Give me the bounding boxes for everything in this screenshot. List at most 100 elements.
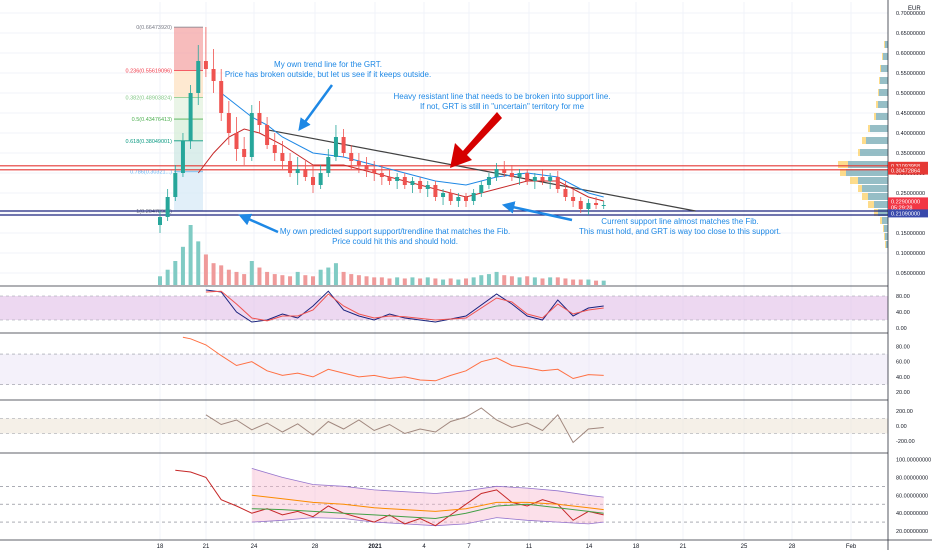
volume-bar	[555, 277, 560, 285]
price-tag-bg	[888, 197, 928, 206]
panel-band	[0, 354, 888, 385]
time-tick-label: Feb	[846, 544, 857, 550]
time-tick-label: 7	[467, 544, 471, 550]
candle-body	[158, 217, 162, 225]
volume-bar	[532, 277, 537, 285]
volume-profile-bar-down	[884, 225, 888, 232]
panel-tick-label: 80.00	[896, 294, 910, 300]
trend-line	[266, 129, 696, 212]
time-tick-label: 2021	[368, 544, 382, 550]
volume-bar	[203, 254, 208, 285]
volume-bar	[295, 271, 300, 285]
volume-bar	[333, 263, 338, 285]
annotation-current-support: Current support line almost matches the …	[578, 217, 782, 236]
candle-body	[165, 197, 170, 217]
candle-body	[295, 169, 300, 173]
volume-bar	[173, 261, 178, 285]
volume-profile-bar-down	[862, 185, 888, 192]
volume-profile-bar-down	[881, 65, 888, 72]
fib-zone	[174, 119, 203, 141]
volume-profile-bar-down	[885, 233, 888, 240]
candle-body	[180, 141, 185, 173]
volume-profile-bar-down	[879, 89, 888, 96]
candle-body	[441, 193, 446, 197]
volume-profile-bar-down	[880, 77, 888, 84]
volume-bar	[448, 278, 453, 285]
candle-body	[265, 125, 270, 145]
volume-bar	[249, 261, 254, 285]
volume-bar	[578, 279, 583, 285]
price-tick-label: 0.40000000	[896, 131, 925, 137]
volume-bar	[486, 274, 491, 285]
volume-profile-bar-down	[870, 125, 888, 132]
price-tick-label: 0.45000000	[896, 111, 925, 117]
arrow-blue-current	[501, 201, 573, 222]
candle-body	[509, 173, 514, 177]
candle-body	[333, 137, 338, 157]
volume-bar	[540, 278, 545, 285]
candle-body	[410, 181, 415, 185]
currency-label: EUR	[908, 6, 921, 12]
candle-body	[318, 173, 323, 185]
candle-body	[517, 173, 522, 177]
panel-tick-label: -200.00	[896, 439, 915, 445]
annotation-trend: My own trend line for the GRT. Price has…	[224, 60, 432, 79]
volume-bar	[303, 275, 308, 285]
candle-body	[234, 133, 239, 149]
time-tick-label: 24	[251, 544, 258, 550]
volume-profile-bar-down	[858, 177, 888, 184]
time-tick-label: 28	[312, 544, 319, 550]
volume-bar	[441, 279, 446, 285]
volume-bar	[464, 278, 468, 285]
panel-band	[0, 296, 888, 320]
panel-tick-label: 40.00	[896, 310, 910, 316]
time-tick-label: 14	[586, 544, 593, 550]
panel-stoch-line	[205, 290, 604, 322]
volume-bar	[387, 278, 392, 285]
candle-body	[502, 169, 507, 173]
volume-bar	[219, 265, 224, 285]
volume-bar	[509, 276, 514, 285]
panel-bands-line	[251, 503, 604, 520]
price-tick-label: 0.10000000	[896, 251, 925, 257]
volume-bar	[525, 276, 530, 285]
fib-level-label: 0.618(0.38049001)	[126, 139, 173, 145]
price-tick-label: 0.70000000	[896, 11, 925, 17]
panel-tick-label: 20.00000000	[896, 529, 928, 535]
candle-body	[288, 161, 293, 173]
volume-profile-bar-down	[876, 113, 888, 120]
candle-body	[387, 177, 392, 181]
volume-bar	[379, 277, 384, 285]
panel-tick-label: 40.00	[896, 375, 910, 381]
price-tag-bg	[888, 161, 928, 170]
candle-body	[486, 177, 491, 185]
time-tick-label: 11	[526, 544, 533, 550]
time-tick-label: 18	[633, 544, 640, 550]
panel-bands-line	[175, 469, 604, 527]
volume-bar	[402, 278, 407, 285]
candle-body	[372, 169, 377, 173]
candle-body	[211, 69, 216, 81]
time-tick-label: 28	[789, 544, 796, 550]
fib-zone	[174, 171, 203, 212]
candle-body	[280, 153, 285, 161]
volume-bar	[349, 274, 354, 285]
candle-body	[571, 197, 576, 201]
price-tag-label: 05:29:28	[891, 205, 912, 211]
volume-bar	[433, 278, 438, 285]
volume-bar	[188, 225, 193, 285]
time-tick-label: 25	[741, 544, 748, 550]
candle-body	[257, 113, 262, 125]
volume-bar	[226, 269, 231, 285]
price-tag-bg	[888, 203, 928, 212]
fib-level-label: 0.786(0.30321...)	[130, 170, 172, 176]
price-tag-bg	[888, 166, 928, 175]
volume-bar	[494, 271, 499, 285]
volume-profile-bar-down	[874, 201, 888, 208]
volume-profile-bar-down	[846, 169, 888, 176]
candle-body	[356, 161, 361, 165]
volume-bar	[563, 278, 568, 285]
candle-body	[173, 173, 178, 197]
